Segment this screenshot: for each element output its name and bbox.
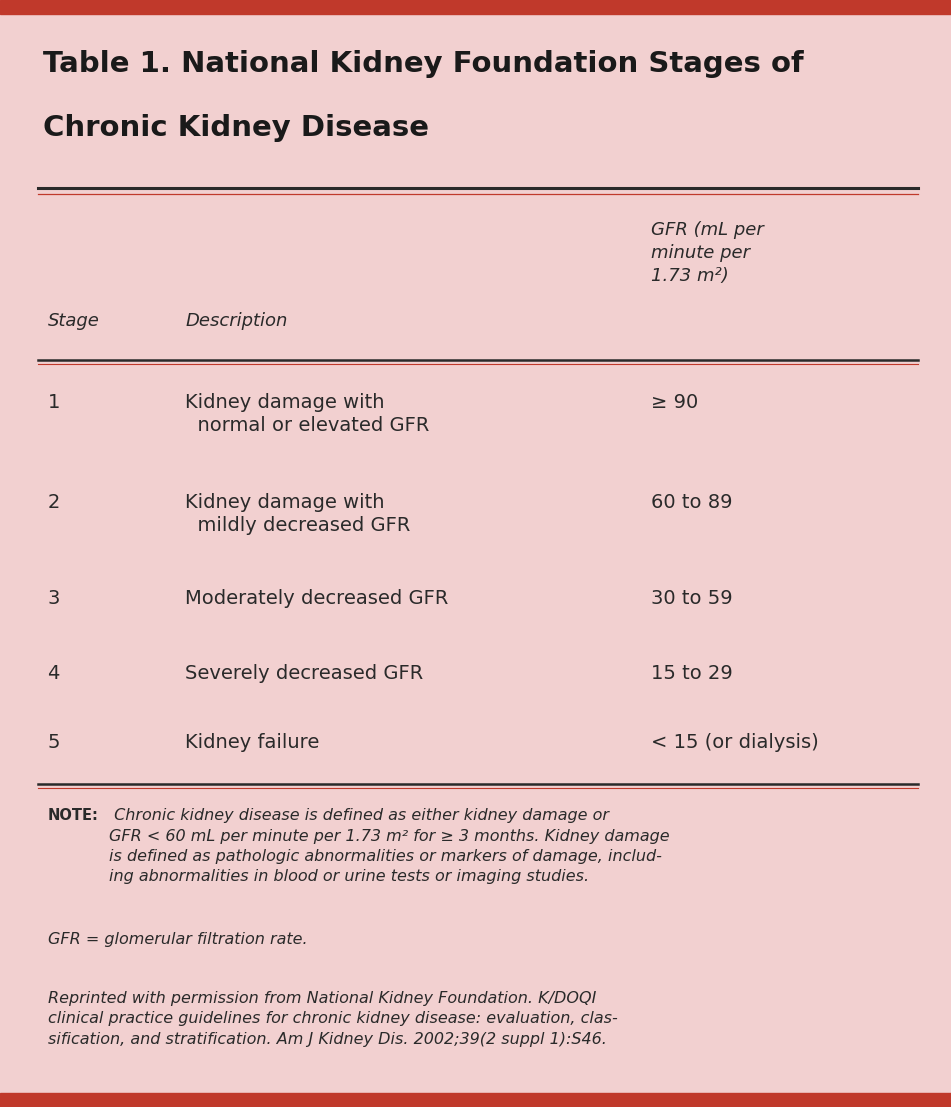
Text: ≥ 90: ≥ 90 (651, 393, 699, 412)
Text: NOTE:: NOTE: (48, 808, 98, 824)
Text: 30 to 59: 30 to 59 (651, 589, 733, 608)
Text: Stage: Stage (48, 312, 100, 330)
Text: Description: Description (185, 312, 288, 330)
Bar (0, 0, 951, 14)
Text: 1: 1 (48, 393, 60, 412)
Text: Reprinted with permission from National Kidney Foundation. K/DOQI
clinical pract: Reprinted with permission from National … (48, 991, 617, 1046)
Text: GFR (mL per
minute per
1.73 m²): GFR (mL per minute per 1.73 m²) (651, 221, 765, 286)
Text: 5: 5 (48, 733, 60, 752)
Text: Kidney damage with
  normal or elevated GFR: Kidney damage with normal or elevated GF… (185, 393, 430, 435)
Text: GFR = glomerular filtration rate.: GFR = glomerular filtration rate. (48, 932, 307, 948)
Text: 3: 3 (48, 589, 60, 608)
Text: Chronic Kidney Disease: Chronic Kidney Disease (43, 114, 429, 142)
Text: 2: 2 (48, 493, 60, 511)
Text: Chronic kidney disease is defined as either kidney damage or
GFR < 60 mL per min: Chronic kidney disease is defined as eit… (109, 808, 670, 884)
Text: 60 to 89: 60 to 89 (651, 493, 733, 511)
Text: < 15 (or dialysis): < 15 (or dialysis) (651, 733, 819, 752)
Text: Severely decreased GFR: Severely decreased GFR (185, 664, 424, 683)
Text: Moderately decreased GFR: Moderately decreased GFR (185, 589, 449, 608)
Text: 15 to 29: 15 to 29 (651, 664, 733, 683)
Text: Table 1. National Kidney Foundation Stages of: Table 1. National Kidney Foundation Stag… (43, 50, 804, 77)
Text: 4: 4 (48, 664, 60, 683)
Bar (0, 1093, 951, 1107)
Text: Kidney damage with
  mildly decreased GFR: Kidney damage with mildly decreased GFR (185, 493, 411, 535)
Text: Kidney failure: Kidney failure (185, 733, 320, 752)
